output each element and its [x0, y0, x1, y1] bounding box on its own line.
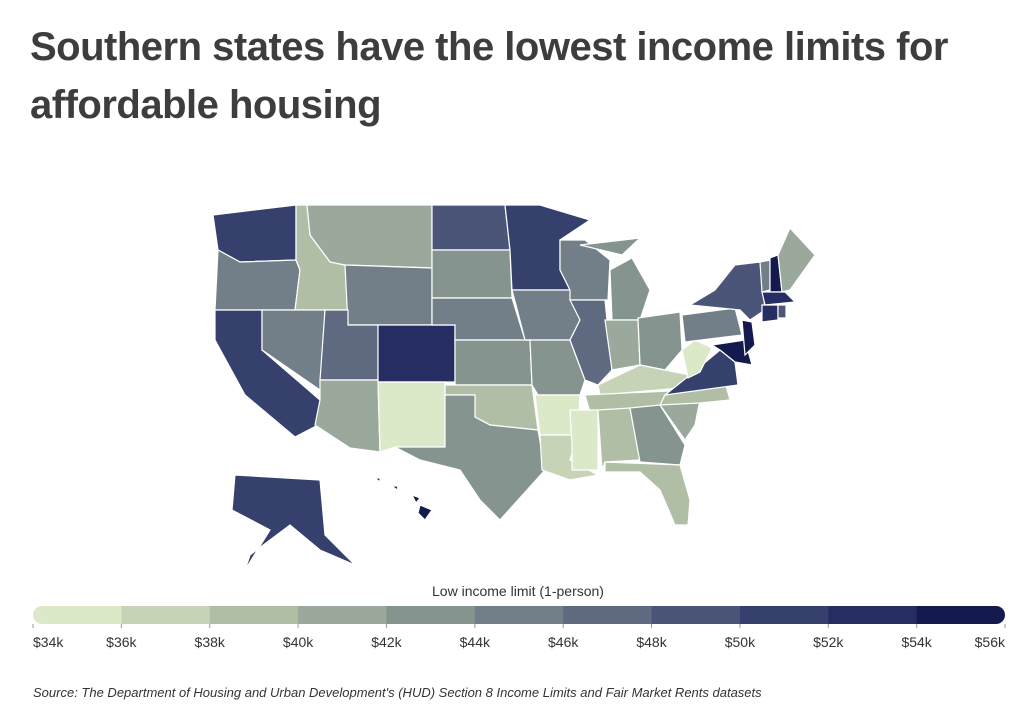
legend-tick-label: $38k — [195, 634, 226, 650]
region — [629, 404, 686, 466]
legend-tick-label: $48k — [636, 634, 667, 650]
legend-swatch — [121, 606, 211, 624]
region — [681, 339, 713, 379]
legend-swatch — [916, 606, 1005, 624]
legend-title: Low income limit (1-person) — [432, 583, 604, 599]
legend-swatch — [828, 606, 918, 624]
region — [431, 249, 513, 299]
source: Source: The Department of Housing and Ur… — [33, 685, 762, 700]
legend-tick-label: $56k — [975, 634, 1006, 650]
legend: $34k $36k $38k $40k $42k $44k $46k $48k $50k $52k… — [32, 606, 1006, 650]
legend-swatch — [386, 606, 476, 624]
legend-tick-label: $54k — [901, 634, 932, 650]
title-line: Southern states have the lowest income l… — [30, 25, 948, 69]
region — [314, 379, 381, 453]
region — [637, 311, 683, 371]
legend-tick-label: $36k — [106, 634, 137, 650]
legend-tick-label: $42k — [371, 634, 402, 650]
region — [377, 381, 446, 453]
legend-tick-label: $40k — [283, 634, 314, 650]
region — [569, 299, 613, 386]
region — [759, 259, 771, 293]
region — [761, 291, 797, 306]
region — [604, 461, 691, 526]
legend-tick-label: $52k — [813, 634, 844, 650]
title-line: affordable housing — [30, 83, 381, 127]
map — [212, 204, 816, 571]
legend-swatch — [563, 606, 653, 624]
region — [579, 237, 651, 321]
region — [431, 204, 511, 251]
legend-tick-label: $50k — [725, 634, 756, 650]
region — [777, 226, 816, 293]
legend-swatch — [474, 606, 564, 624]
region — [681, 307, 743, 343]
legend-swatch — [651, 606, 741, 624]
region — [231, 474, 356, 571]
region — [662, 349, 739, 396]
region — [344, 264, 433, 326]
legend-tick-label: $46k — [548, 634, 579, 650]
region — [710, 339, 753, 366]
legend-swatch — [298, 606, 387, 624]
region — [377, 324, 456, 383]
region — [741, 319, 756, 357]
region — [569, 409, 599, 471]
legend-swatch — [33, 606, 122, 624]
region — [761, 304, 779, 323]
legend-tick-label: $34k — [33, 634, 64, 650]
region — [777, 304, 787, 319]
legend-tick-label: $44k — [460, 634, 491, 650]
legend-swatch — [209, 606, 299, 624]
legend-swatch — [739, 606, 829, 624]
region — [454, 339, 533, 386]
region — [394, 394, 546, 521]
region — [373, 477, 433, 521]
region — [597, 407, 641, 471]
